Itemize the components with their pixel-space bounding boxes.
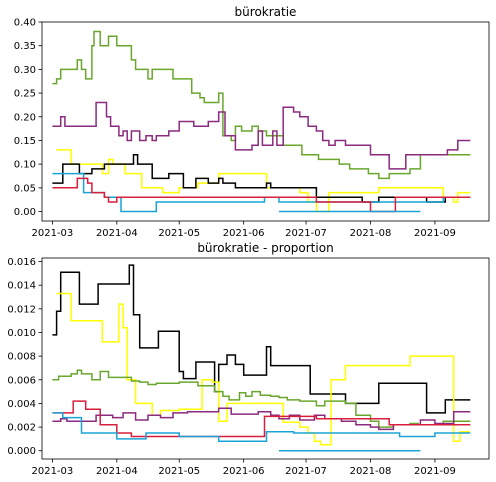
x-tick-label-0-0: 2021-03 xyxy=(31,228,73,239)
y-tick-label-0-2: 0.10 xyxy=(14,160,36,171)
series-line-1-1 xyxy=(56,292,471,446)
y-tick-label-0-5: 0.25 xyxy=(14,89,36,100)
y-tick-label-0-8: 0.40 xyxy=(14,18,36,29)
y-tick-label-0-0: 0.00 xyxy=(14,207,36,218)
x-tick-label-1-0: 2021-03 xyxy=(31,466,73,477)
y-tick-label-1-5: 0.010 xyxy=(7,328,36,339)
x-tick-label-0-5: 2021-08 xyxy=(350,228,392,239)
y-tick-label-1-3: 0.006 xyxy=(7,375,36,386)
series-line-1-3 xyxy=(52,407,471,431)
y-tick-label-0-4: 0.20 xyxy=(14,112,36,123)
chart-title-0: bürokratie xyxy=(235,5,297,19)
x-tick-label-0-4: 2021-07 xyxy=(285,228,327,239)
y-tick-label-1-1: 0.002 xyxy=(7,423,36,434)
series-line-1-4 xyxy=(52,400,471,438)
series-line-0-4 xyxy=(52,172,471,213)
series-line-0-3 xyxy=(52,153,471,203)
series-line-0-5 xyxy=(52,177,471,213)
chart-top-burokratie: bürokratie 0.00 0.05 0.10 0.15 0.20 0.25 0.30 0.… xyxy=(14,5,490,239)
series-group-0 xyxy=(52,30,471,213)
x-tick-label-0-2: 2021-05 xyxy=(158,228,200,239)
y-tick-label-0-7: 0.35 xyxy=(14,41,36,52)
x-tick-label-1-1: 2021-04 xyxy=(96,466,138,477)
plot-frame-1 xyxy=(41,257,490,460)
chart-bottom-burokratie-proportion: bürokratie - proportion 0.000 0.002 0.004 0.… xyxy=(7,241,490,477)
series-line-1-2 xyxy=(52,369,471,428)
x-tick-label-1-5: 2021-08 xyxy=(350,466,392,477)
y-tick-label-1-0: 0.000 xyxy=(7,446,36,457)
x-tick-label-1-6: 2021-09 xyxy=(414,466,456,477)
series-line-0-2 xyxy=(56,149,471,213)
y-tick-label-1-8: 0.016 xyxy=(7,257,36,268)
y-tick-label-1-4: 0.008 xyxy=(7,352,36,363)
x-tick-label-0-6: 2021-09 xyxy=(414,228,456,239)
y-tick-label-0-6: 0.30 xyxy=(14,65,36,76)
series-line-0-1 xyxy=(52,101,471,170)
x-tick-label-0-3: 2021-06 xyxy=(223,228,265,239)
y-tick-label-0-3: 0.15 xyxy=(14,136,36,147)
x-tick-label-1-4: 2021-07 xyxy=(285,466,327,477)
x-tick-label-1-2: 2021-05 xyxy=(158,466,200,477)
plot-frame-0 xyxy=(41,21,490,222)
x-tick-label-0-1: 2021-04 xyxy=(96,228,138,239)
series-line-1-5 xyxy=(52,412,471,443)
y-tick-label-1-6: 0.012 xyxy=(7,304,36,315)
series-line-0-0 xyxy=(52,30,471,180)
series-line-1-0 xyxy=(52,264,471,414)
series-group-1 xyxy=(52,264,471,452)
x-tick-label-1-3: 2021-06 xyxy=(223,466,265,477)
chart-title-1: bürokratie - proportion xyxy=(197,241,333,255)
y-tick-label-1-2: 0.004 xyxy=(7,399,36,410)
y-tick-label-0-1: 0.05 xyxy=(14,183,36,194)
y-tick-label-1-7: 0.014 xyxy=(7,281,36,292)
